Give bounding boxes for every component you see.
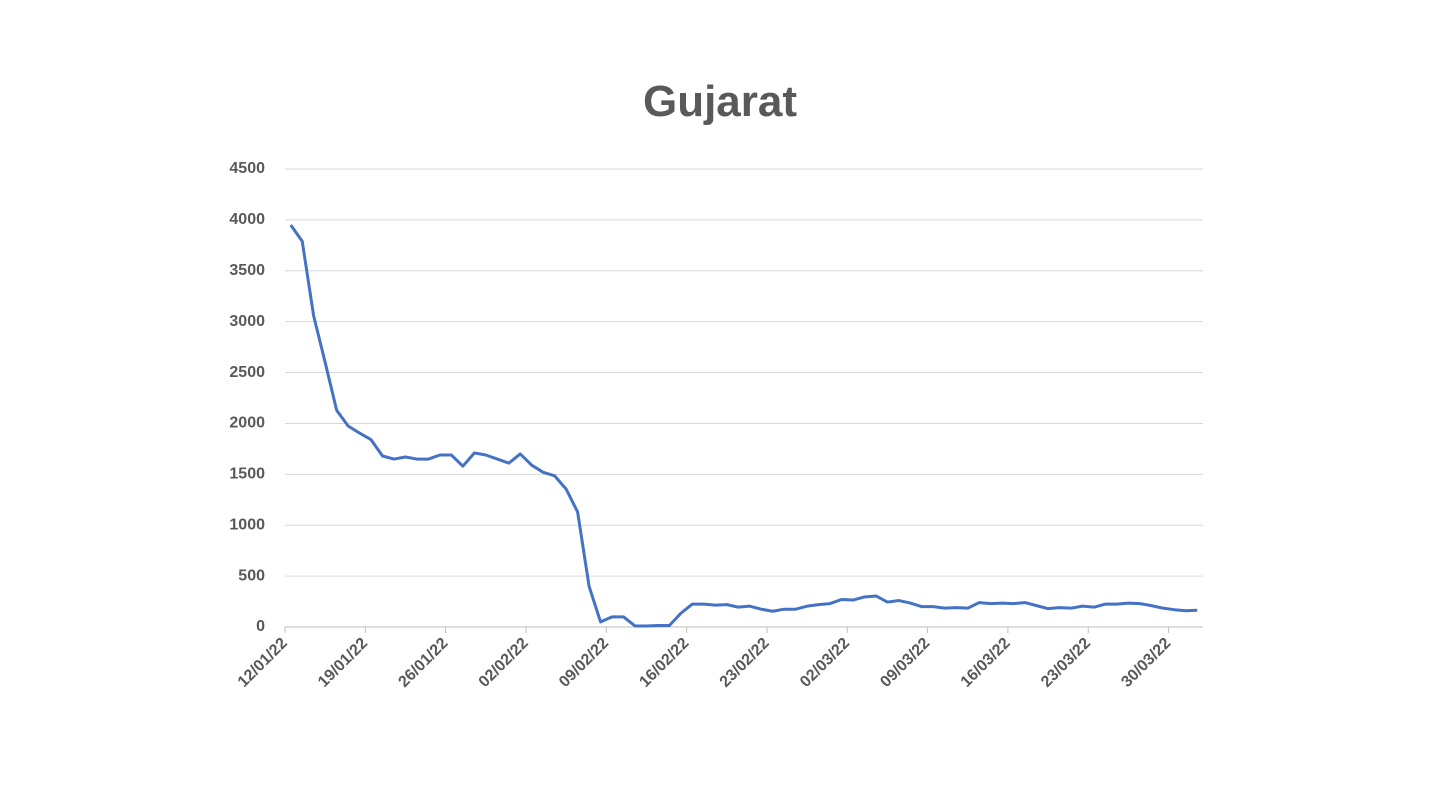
x-tick-label: 23/02/22	[717, 635, 773, 691]
x-tick-label: 16/02/22	[636, 635, 692, 691]
x-tick-label: 26/01/22	[395, 635, 451, 691]
x-tick-label: 23/03/22	[1038, 635, 1094, 691]
y-tick-label: 2000	[229, 415, 265, 432]
x-tick-label: 12/01/22	[235, 635, 291, 691]
y-tick-label: 1000	[229, 516, 265, 533]
chart-title: Gujarat	[643, 77, 797, 126]
y-tick-label: 2500	[229, 364, 265, 381]
x-tick-label: 02/02/22	[476, 635, 532, 691]
x-tick-label: 19/01/22	[315, 635, 371, 691]
y-tick-label: 3000	[229, 313, 265, 330]
y-tick-label: 0	[256, 618, 265, 635]
line-series	[289, 224, 1198, 628]
x-tick-label: 09/03/22	[877, 635, 933, 691]
x-tick-label: 30/03/22	[1118, 635, 1174, 691]
y-tick-label: 500	[238, 567, 265, 584]
x-tick-label: 09/02/22	[556, 635, 612, 691]
y-tick-label: 4500	[229, 160, 265, 177]
x-tick-label: 16/03/22	[958, 635, 1014, 691]
y-tick-label: 1500	[229, 466, 265, 483]
y-tick-label: 4000	[229, 211, 265, 228]
y-tick-label: 3500	[229, 262, 265, 279]
x-tick-label: 02/03/22	[797, 635, 853, 691]
